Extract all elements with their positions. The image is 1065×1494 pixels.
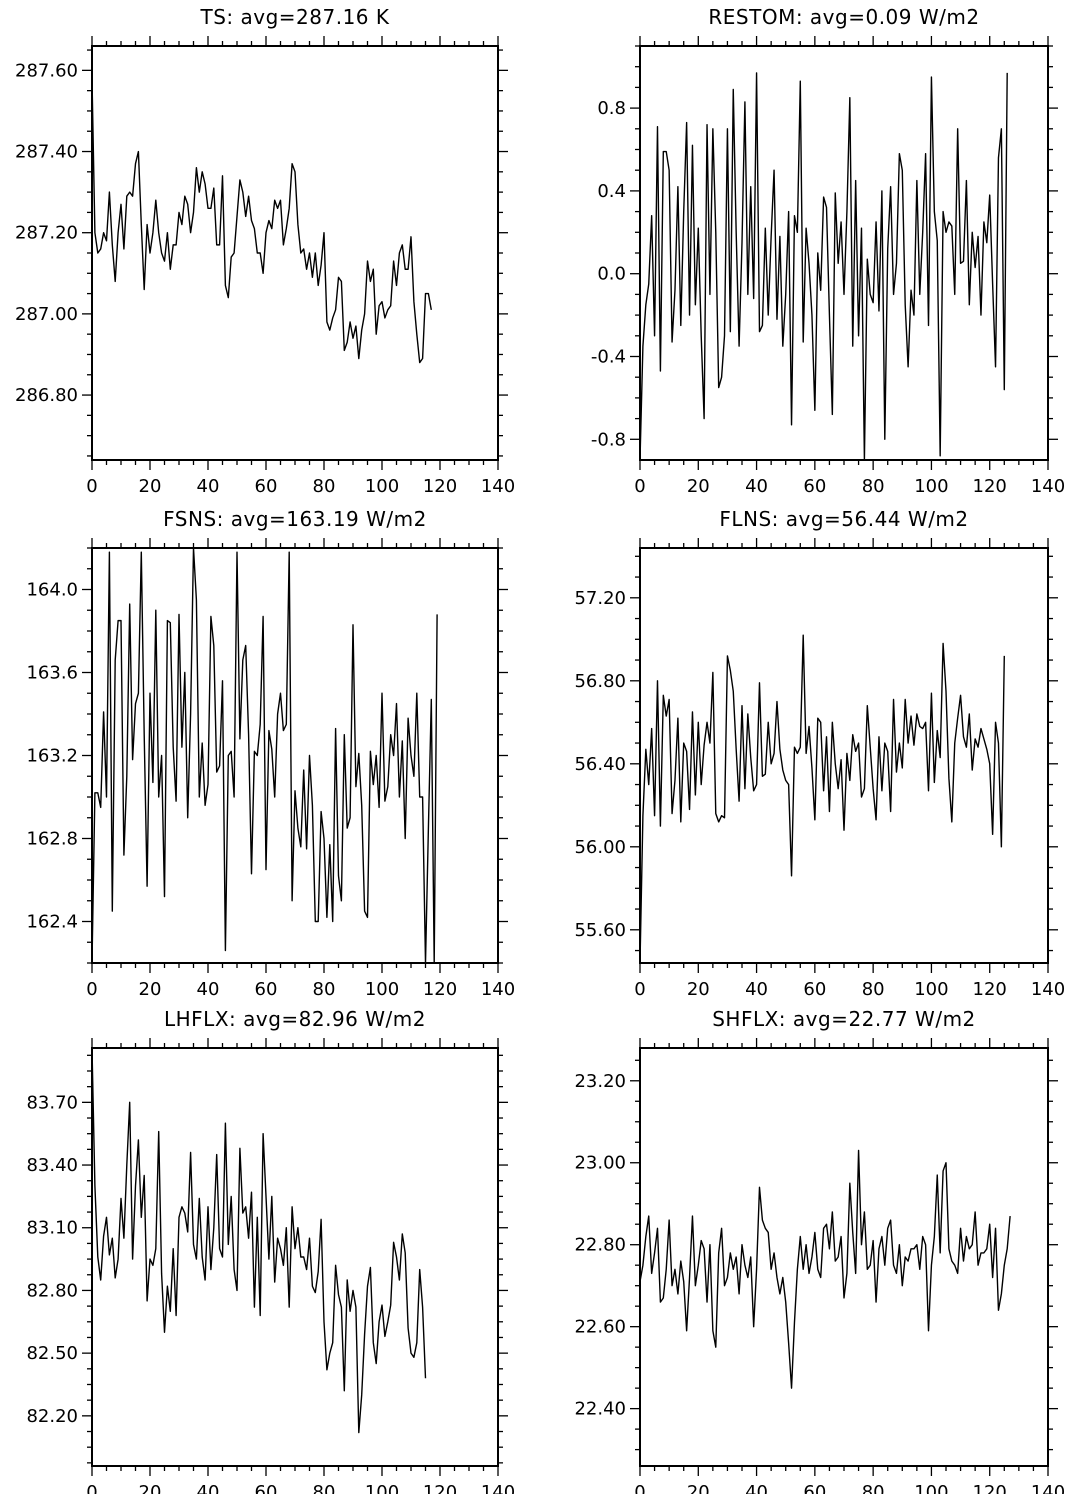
series-line-1 (640, 1149, 1011, 1389)
x-tick-label: 140 (481, 476, 515, 497)
y-tick-label: 162.4 (26, 912, 78, 933)
chart-panel-5: LHFLX: avg=82.96 W/m2 0 20 40 60 80 100 120 140 8… (26, 1007, 515, 1494)
x-tick-label: 120 (423, 476, 457, 497)
y-tick-label: 56.80 (574, 671, 626, 692)
x-tick-label: 100 (365, 979, 399, 1000)
x-tick-label: 80 (313, 979, 336, 1000)
chart-panel-6: SHFLX: avg=22.77 W/m2 0 20 40 60 80 100 120 140 2… (574, 1007, 1065, 1494)
series-line-1 (92, 548, 438, 963)
x-tick-label: 120 (973, 979, 1007, 1000)
chart-title: TS: avg=287.16 K (199, 5, 389, 29)
y-tick-label: -0.4 (591, 347, 626, 368)
y-tick-label: 83.70 (26, 1092, 78, 1113)
y-tick-label: 162.8 (26, 829, 78, 850)
x-tick-label: 140 (481, 979, 515, 1000)
y-tick-label: 286.80 (15, 385, 78, 406)
x-tick-label: 120 (973, 476, 1007, 497)
x-tick-label: 140 (1031, 1482, 1065, 1494)
y-tick-label: 82.50 (26, 1343, 78, 1364)
series-line-1 (92, 78, 432, 364)
y-tick-label: 287.20 (15, 223, 78, 244)
y-tick-label: 57.20 (574, 588, 626, 609)
y-tick-label: 164.0 (26, 580, 78, 601)
y-tick-label: 56.00 (574, 837, 626, 858)
x-tick-label: 140 (1031, 476, 1065, 497)
y-tick-label: 0.4 (597, 181, 626, 202)
x-tick-label: 60 (255, 476, 278, 497)
x-tick-label: 140 (481, 1482, 515, 1494)
x-tick-label: 0 (86, 476, 97, 497)
y-tick-label: 82.80 (26, 1280, 78, 1301)
chart-title: RESTOM: avg=0.09 W/m2 (708, 5, 979, 29)
x-tick-label: 0 (86, 1482, 97, 1494)
y-tick-label: 163.2 (26, 746, 78, 767)
chart-title: LHFLX: avg=82.96 W/m2 (164, 1007, 426, 1031)
y-tick-label: -0.8 (591, 429, 626, 450)
x-tick-label: 100 (365, 1482, 399, 1494)
x-tick-label: 40 (745, 979, 768, 1000)
x-tick-label: 80 (313, 1482, 336, 1494)
y-tick-label: 287.00 (15, 304, 78, 325)
y-tick-label: 55.60 (574, 920, 626, 941)
x-tick-label: 60 (255, 979, 278, 1000)
x-tick-label: 60 (803, 476, 826, 497)
x-tick-label: 120 (423, 979, 457, 1000)
x-tick-label: 40 (745, 476, 768, 497)
x-tick-label: 20 (139, 979, 162, 1000)
x-tick-label: 20 (687, 979, 710, 1000)
x-tick-label: 100 (914, 1482, 948, 1494)
y-tick-label: 22.60 (574, 1317, 626, 1338)
chart-panel-1: TS: avg=287.16 K 0 20 40 60 80 100 120 140 286.80… (15, 5, 515, 497)
x-tick-label: 40 (197, 476, 220, 497)
x-tick-label: 20 (687, 1482, 710, 1494)
y-tick-label: 163.6 (26, 663, 78, 684)
x-tick-label: 40 (745, 1482, 768, 1494)
y-tick-label: 56.40 (574, 754, 626, 775)
x-tick-label: 20 (687, 476, 710, 497)
x-tick-label: 80 (862, 476, 885, 497)
x-tick-label: 80 (862, 1482, 885, 1494)
x-tick-label: 40 (197, 1482, 220, 1494)
x-tick-label: 20 (139, 476, 162, 497)
x-tick-label: 80 (862, 979, 885, 1000)
y-tick-label: 0.0 (597, 264, 626, 285)
y-tick-label: 83.40 (26, 1155, 78, 1176)
x-tick-label: 100 (914, 979, 948, 1000)
chart-panel-3: FSNS: avg=163.19 W/m2 0 20 40 60 80 100 120 140 1… (26, 507, 515, 1000)
x-tick-label: 80 (313, 476, 336, 497)
y-tick-label: 82.20 (26, 1406, 78, 1427)
x-tick-label: 60 (255, 1482, 278, 1494)
chart-title: SHFLX: avg=22.77 W/m2 (712, 1007, 976, 1031)
y-tick-label: 22.80 (574, 1235, 626, 1256)
x-tick-label: 0 (634, 476, 645, 497)
y-tick-label: 23.00 (574, 1153, 626, 1174)
x-tick-label: 0 (86, 979, 97, 1000)
y-tick-label: 23.20 (574, 1071, 626, 1092)
x-tick-label: 100 (365, 476, 399, 497)
series-line-1 (92, 1048, 427, 1434)
series-line-1 (640, 634, 1005, 963)
y-tick-label: 0.8 (597, 98, 626, 119)
chart-title: FLNS: avg=56.44 W/m2 (719, 507, 968, 531)
x-tick-label: 60 (803, 1482, 826, 1494)
x-tick-label: 120 (973, 1482, 1007, 1494)
y-tick-label: 287.60 (15, 60, 78, 81)
y-tick-label: 22.40 (574, 1399, 626, 1420)
x-tick-label: 0 (634, 1482, 645, 1494)
chart-panel-4: FLNS: avg=56.44 W/m2 0 20 40 60 80 100 120 140 55… (574, 507, 1065, 1000)
x-tick-label: 140 (1031, 979, 1065, 1000)
y-tick-label: 287.40 (15, 142, 78, 163)
x-tick-label: 20 (139, 1482, 162, 1494)
x-tick-label: 100 (914, 476, 948, 497)
chart-panel-2: RESTOM: avg=0.09 W/m2 0 20 40 60 80 100 120 140 -… (591, 5, 1065, 497)
x-tick-label: 0 (634, 979, 645, 1000)
series-line-1 (640, 72, 1008, 460)
x-tick-label: 60 (803, 979, 826, 1000)
y-tick-label: 83.10 (26, 1218, 78, 1239)
x-tick-label: 40 (197, 979, 220, 1000)
x-tick-label: 120 (423, 1482, 457, 1494)
chart-title: FSNS: avg=163.19 W/m2 (163, 507, 427, 531)
